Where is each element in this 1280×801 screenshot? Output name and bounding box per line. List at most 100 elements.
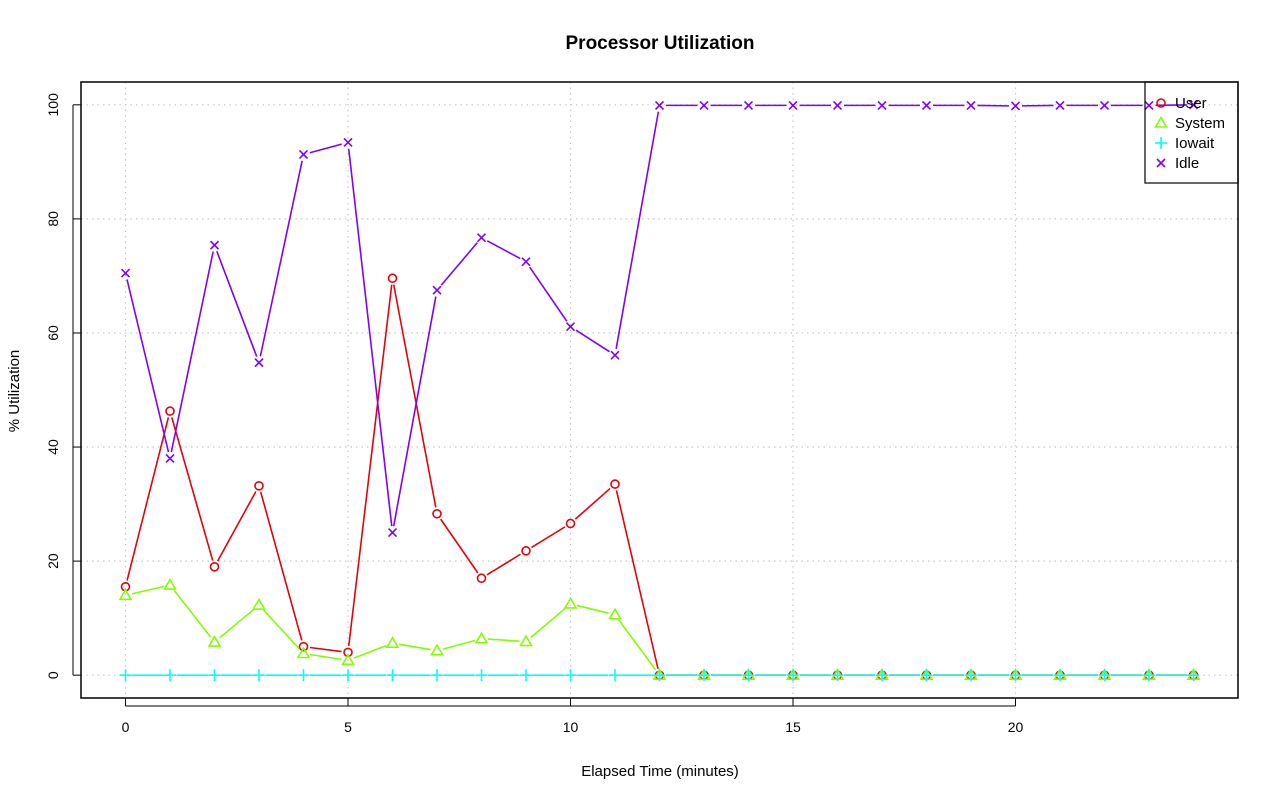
series-idle-segment	[126, 279, 170, 453]
series-system-segment	[487, 638, 520, 642]
series-idle-point	[1055, 100, 1065, 110]
triangle-marker-shape	[252, 597, 266, 610]
legend-marker-user	[1156, 98, 1166, 108]
series-system-segment	[309, 653, 342, 661]
triangle-marker-shape	[163, 577, 177, 590]
x-axis: 0 5 10 15 20	[122, 698, 1023, 735]
triangle-marker-shape	[207, 635, 222, 647]
series-iowait-point	[520, 669, 532, 682]
series-system-segment	[262, 609, 300, 650]
x-marker-b	[298, 149, 309, 160]
series-iowait-point	[164, 669, 176, 682]
y-axis: 0 20 40 60 80 100	[45, 93, 81, 679]
series-iowait-point	[475, 669, 488, 682]
series-idle-point	[387, 528, 398, 538]
circle-marker-shape	[565, 518, 576, 529]
x-marker-b	[832, 100, 843, 110]
series-idle-segment	[347, 148, 393, 527]
series-system-point	[296, 646, 311, 659]
series-system-point	[563, 596, 578, 609]
series-iowait-point	[1009, 669, 1022, 682]
x-marker-b	[521, 257, 531, 267]
series-layer	[118, 100, 1201, 682]
x-marker-b	[1010, 101, 1021, 111]
grid	[81, 82, 1238, 698]
series-idle-segment	[615, 111, 660, 349]
series-iowait-point	[1143, 669, 1155, 682]
series-idle-segment	[170, 251, 214, 453]
series-user-segment	[309, 646, 342, 653]
series-system-segment	[618, 619, 657, 671]
series-user-point	[432, 508, 442, 519]
series-user-segment	[216, 491, 257, 562]
series-user-segment	[347, 284, 393, 647]
x-marker-b	[1188, 100, 1199, 110]
x-marker-b	[432, 285, 442, 295]
x-marker-b	[476, 233, 487, 243]
series-system-point	[207, 635, 222, 647]
series-idle-segment	[575, 329, 610, 353]
series-iowait-point	[119, 669, 132, 682]
circle-marker-shape	[298, 641, 309, 652]
series-system-segment	[530, 607, 567, 638]
x-tick-label: 10	[563, 719, 579, 735]
y-tick-label: 20	[45, 553, 61, 569]
y-tick-label: 40	[45, 439, 61, 455]
circle-marker-shape	[165, 406, 175, 416]
series-user-segment	[440, 518, 479, 574]
series-system-segment	[443, 639, 476, 650]
series-idle-point	[1099, 100, 1110, 110]
x-marker-b	[921, 100, 932, 110]
triangle-marker-shape	[1154, 115, 1168, 128]
circle-marker-shape	[387, 273, 398, 284]
series-user-point	[565, 518, 576, 529]
triangle-marker-shape	[563, 596, 578, 609]
legend-label-iowait: Iowait	[1175, 135, 1215, 152]
x-marker-b	[343, 137, 353, 148]
triangle-marker-shape	[118, 588, 133, 601]
series-system-segment	[576, 604, 609, 614]
series-iowait-point	[653, 669, 666, 682]
series-idle-point	[1010, 101, 1021, 111]
series-iowait-point	[831, 669, 844, 682]
series-user-segment	[171, 417, 214, 561]
series-idle-point	[120, 268, 131, 278]
legend-marker-system	[1154, 115, 1168, 128]
y-tick-label: 60	[45, 325, 61, 341]
circle-marker-shape	[432, 508, 442, 519]
circle-marker-shape	[610, 479, 620, 489]
legend: User System Iowait Idle	[1144, 81, 1239, 184]
legend-marker-iowait	[1155, 137, 1167, 149]
series-idle-point	[521, 257, 531, 267]
series-idle-point	[654, 100, 665, 110]
series-iowait-point	[297, 669, 310, 682]
x-marker-b	[209, 240, 220, 250]
series-system-point	[341, 653, 355, 666]
series-idle-point	[966, 100, 976, 110]
series-iowait-point	[386, 669, 399, 682]
series-idle-point	[743, 100, 754, 110]
x-marker-b	[966, 100, 976, 110]
series-idle-point	[209, 240, 220, 250]
x-marker-b	[877, 100, 887, 110]
series-iowait-point	[787, 669, 799, 682]
triangle-marker-shape	[341, 653, 355, 666]
triangle-marker-shape	[519, 634, 533, 647]
legend-box	[1144, 81, 1239, 184]
series-iowait-point	[564, 669, 577, 682]
series-system-point	[385, 636, 400, 649]
x-tick-label: 5	[344, 719, 352, 735]
series-idle-point	[1188, 100, 1199, 110]
series-iowait-point	[431, 669, 443, 682]
series-iowait-point	[965, 669, 977, 682]
series-system-point	[519, 634, 533, 647]
series-system-segment	[218, 608, 255, 639]
legend-marker-idle	[1156, 158, 1166, 168]
y-axis-label: % Utilization	[6, 350, 23, 433]
series-idle-point	[476, 233, 487, 243]
series-idle-point	[877, 100, 887, 110]
x-marker-b	[254, 358, 264, 368]
plot-frame	[80, 81, 1239, 699]
x-tick-label: 15	[785, 719, 801, 735]
